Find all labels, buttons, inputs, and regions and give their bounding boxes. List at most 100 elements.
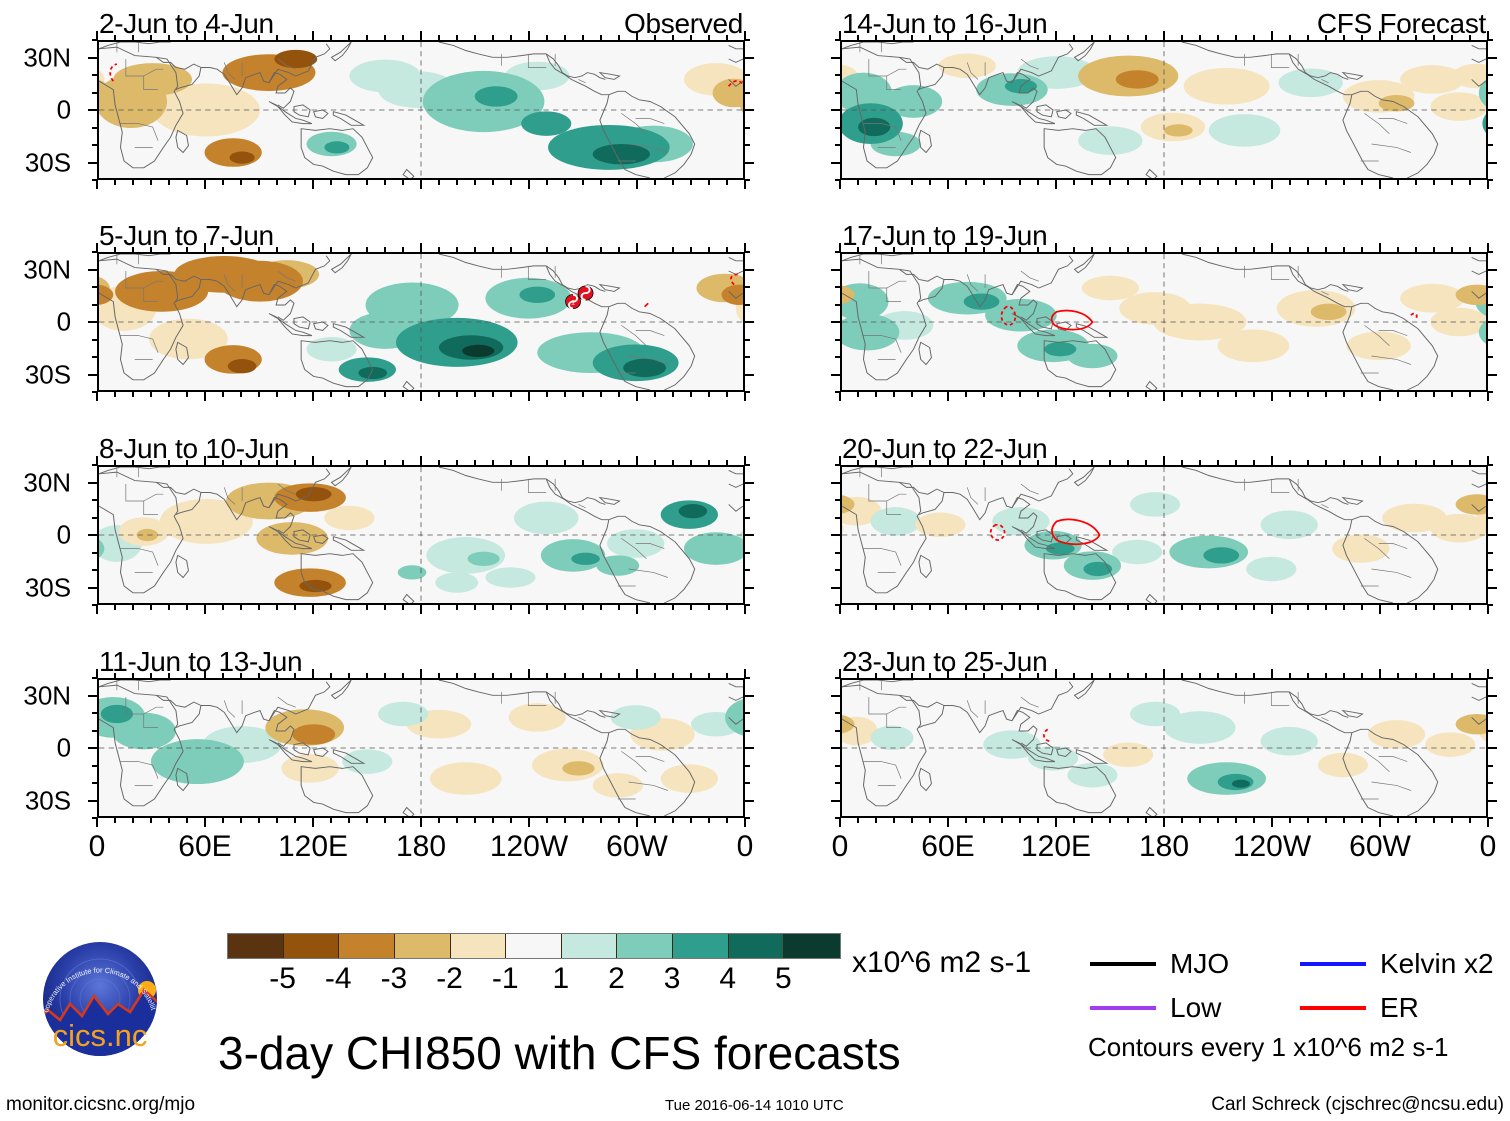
axis-tick bbox=[875, 35, 877, 40]
axis-tick bbox=[438, 35, 440, 40]
x-axis-label: 60W bbox=[1349, 830, 1411, 863]
axis-tick bbox=[893, 35, 895, 40]
axis-tick bbox=[1325, 247, 1327, 252]
map-plot-area bbox=[97, 678, 745, 818]
axis-tick bbox=[222, 392, 224, 397]
axis-tick bbox=[474, 35, 476, 40]
colorbar-swatch bbox=[228, 934, 284, 958]
axis-tick bbox=[1397, 35, 1399, 40]
axis-tick bbox=[312, 392, 314, 401]
axis-tick bbox=[1325, 392, 1327, 397]
axis-tick bbox=[831, 747, 840, 749]
axis-tick bbox=[1037, 247, 1039, 252]
axis-tick bbox=[690, 247, 692, 252]
axis-tick bbox=[1199, 673, 1201, 678]
axis-tick bbox=[1488, 817, 1493, 819]
axis-tick bbox=[330, 673, 332, 678]
axis-tick bbox=[88, 586, 97, 589]
axis-tick bbox=[258, 818, 260, 823]
axis-tick bbox=[745, 126, 750, 129]
axis-tick bbox=[1199, 35, 1201, 40]
map-field bbox=[99, 680, 743, 816]
x-axis-label: 60E bbox=[921, 830, 975, 863]
axis-tick bbox=[564, 392, 566, 397]
axis-tick bbox=[348, 247, 350, 252]
axis-tick bbox=[654, 180, 656, 185]
axis-tick bbox=[582, 35, 584, 40]
axis-tick bbox=[1235, 392, 1237, 397]
axis-tick bbox=[492, 392, 494, 397]
axis-tick bbox=[492, 35, 494, 40]
axis-tick bbox=[1451, 392, 1453, 397]
axis-tick bbox=[929, 35, 931, 40]
axis-tick bbox=[1055, 243, 1057, 252]
legend-color-swatch bbox=[1090, 1006, 1156, 1010]
axis-tick bbox=[893, 247, 895, 252]
legend-label: MJO bbox=[1170, 948, 1230, 979]
axis-tick bbox=[1433, 180, 1435, 185]
axis-tick bbox=[402, 605, 404, 610]
axis-tick bbox=[893, 818, 895, 823]
axis-tick bbox=[492, 247, 494, 252]
axis-tick bbox=[1289, 460, 1291, 465]
axis-tick bbox=[1019, 605, 1021, 610]
footer-author[interactable]: Carl Schreck (cjschrec@ncsu.edu) bbox=[1211, 1094, 1504, 1115]
axis-tick bbox=[384, 180, 386, 185]
axis-tick bbox=[348, 818, 350, 823]
axis-tick bbox=[1199, 392, 1201, 397]
colorbar-tick-label: 1 bbox=[552, 962, 570, 995]
axis-tick bbox=[745, 464, 750, 466]
axis-tick bbox=[965, 180, 967, 185]
axis-tick bbox=[1073, 818, 1075, 823]
axis-tick bbox=[204, 243, 206, 252]
axis-tick bbox=[893, 460, 895, 465]
axis-tick bbox=[1181, 180, 1183, 185]
axis-tick bbox=[150, 818, 152, 823]
axis-tick bbox=[528, 669, 530, 678]
axis-tick bbox=[456, 392, 458, 397]
axis-tick bbox=[744, 243, 746, 252]
legend-color-swatch bbox=[1300, 962, 1366, 966]
axis-tick bbox=[330, 605, 332, 610]
axis-tick bbox=[88, 373, 97, 376]
map-panel: 20-Jun to 22-Jun bbox=[831, 433, 1497, 614]
axis-tick bbox=[366, 818, 368, 823]
axis-tick bbox=[726, 180, 728, 185]
colorbar-tick-label: 4 bbox=[719, 962, 737, 995]
axis-tick bbox=[1325, 818, 1327, 823]
axis-tick bbox=[1163, 31, 1165, 40]
axis-tick bbox=[1488, 586, 1497, 589]
axis-tick bbox=[474, 818, 476, 823]
axis-tick bbox=[132, 180, 134, 185]
axis-tick bbox=[1325, 605, 1327, 610]
observed-header: Observed bbox=[624, 8, 743, 39]
axis-tick bbox=[839, 180, 841, 189]
axis-tick bbox=[1019, 35, 1021, 40]
axis-tick bbox=[564, 818, 566, 823]
legend-label: ER bbox=[1380, 992, 1419, 1023]
axis-tick bbox=[1415, 35, 1417, 40]
axis-tick bbox=[726, 35, 728, 40]
axis-tick bbox=[1415, 460, 1417, 465]
footer-left[interactable]: monitor.cicsnc.org/mjo bbox=[6, 1094, 196, 1115]
axis-tick bbox=[132, 605, 134, 610]
map-field bbox=[842, 254, 1486, 390]
axis-tick bbox=[1037, 818, 1039, 823]
axis-tick bbox=[96, 818, 98, 827]
axis-tick bbox=[276, 460, 278, 465]
axis-tick bbox=[1488, 677, 1493, 679]
axis-tick bbox=[1055, 31, 1057, 40]
axis-tick bbox=[88, 534, 97, 536]
axis-tick bbox=[186, 180, 188, 185]
axis-tick bbox=[96, 243, 98, 252]
axis-tick bbox=[276, 247, 278, 252]
axis-tick bbox=[1469, 35, 1471, 40]
axis-tick bbox=[708, 392, 710, 397]
axis-tick bbox=[839, 392, 841, 401]
axis-tick bbox=[745, 729, 750, 732]
map-field bbox=[842, 680, 1486, 816]
axis-tick bbox=[929, 460, 931, 465]
axis-tick bbox=[96, 180, 98, 189]
axis-tick bbox=[366, 460, 368, 465]
axis-tick bbox=[1379, 605, 1381, 614]
